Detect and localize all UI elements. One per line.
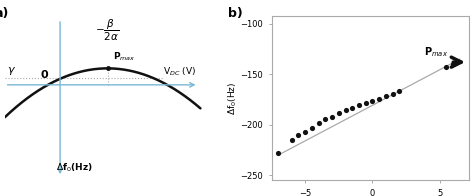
Text: P$_{max}$: P$_{max}$ bbox=[113, 51, 136, 64]
Point bbox=[362, 101, 370, 104]
Point bbox=[395, 90, 403, 93]
Point bbox=[301, 130, 309, 133]
Y-axis label: $\Delta$f$_0$(Hz): $\Delta$f$_0$(Hz) bbox=[227, 81, 239, 115]
Point bbox=[348, 106, 356, 109]
Text: V$_{DC}$ (V): V$_{DC}$ (V) bbox=[164, 66, 197, 78]
Point bbox=[369, 99, 376, 102]
Point bbox=[375, 97, 383, 100]
Text: 0: 0 bbox=[40, 70, 48, 80]
Text: P$_{max}$: P$_{max}$ bbox=[424, 45, 448, 59]
Text: $-\dfrac{\beta}{2\alpha}$: $-\dfrac{\beta}{2\alpha}$ bbox=[95, 17, 119, 43]
Point bbox=[342, 108, 349, 111]
Point bbox=[335, 111, 343, 114]
Text: b): b) bbox=[228, 7, 243, 20]
Text: a): a) bbox=[0, 7, 9, 20]
Point bbox=[308, 126, 316, 129]
Point bbox=[295, 133, 302, 136]
Point bbox=[321, 117, 329, 120]
Point bbox=[328, 115, 336, 118]
Point bbox=[389, 93, 396, 96]
Point bbox=[274, 152, 282, 155]
Point bbox=[449, 63, 457, 66]
Point bbox=[443, 66, 450, 69]
Text: $\Delta$f$_0$(Hz): $\Delta$f$_0$(Hz) bbox=[56, 161, 93, 174]
Text: $\gamma$: $\gamma$ bbox=[7, 65, 16, 77]
Point bbox=[288, 138, 296, 142]
Point bbox=[315, 121, 322, 124]
Point bbox=[355, 103, 363, 106]
Point bbox=[382, 95, 390, 98]
